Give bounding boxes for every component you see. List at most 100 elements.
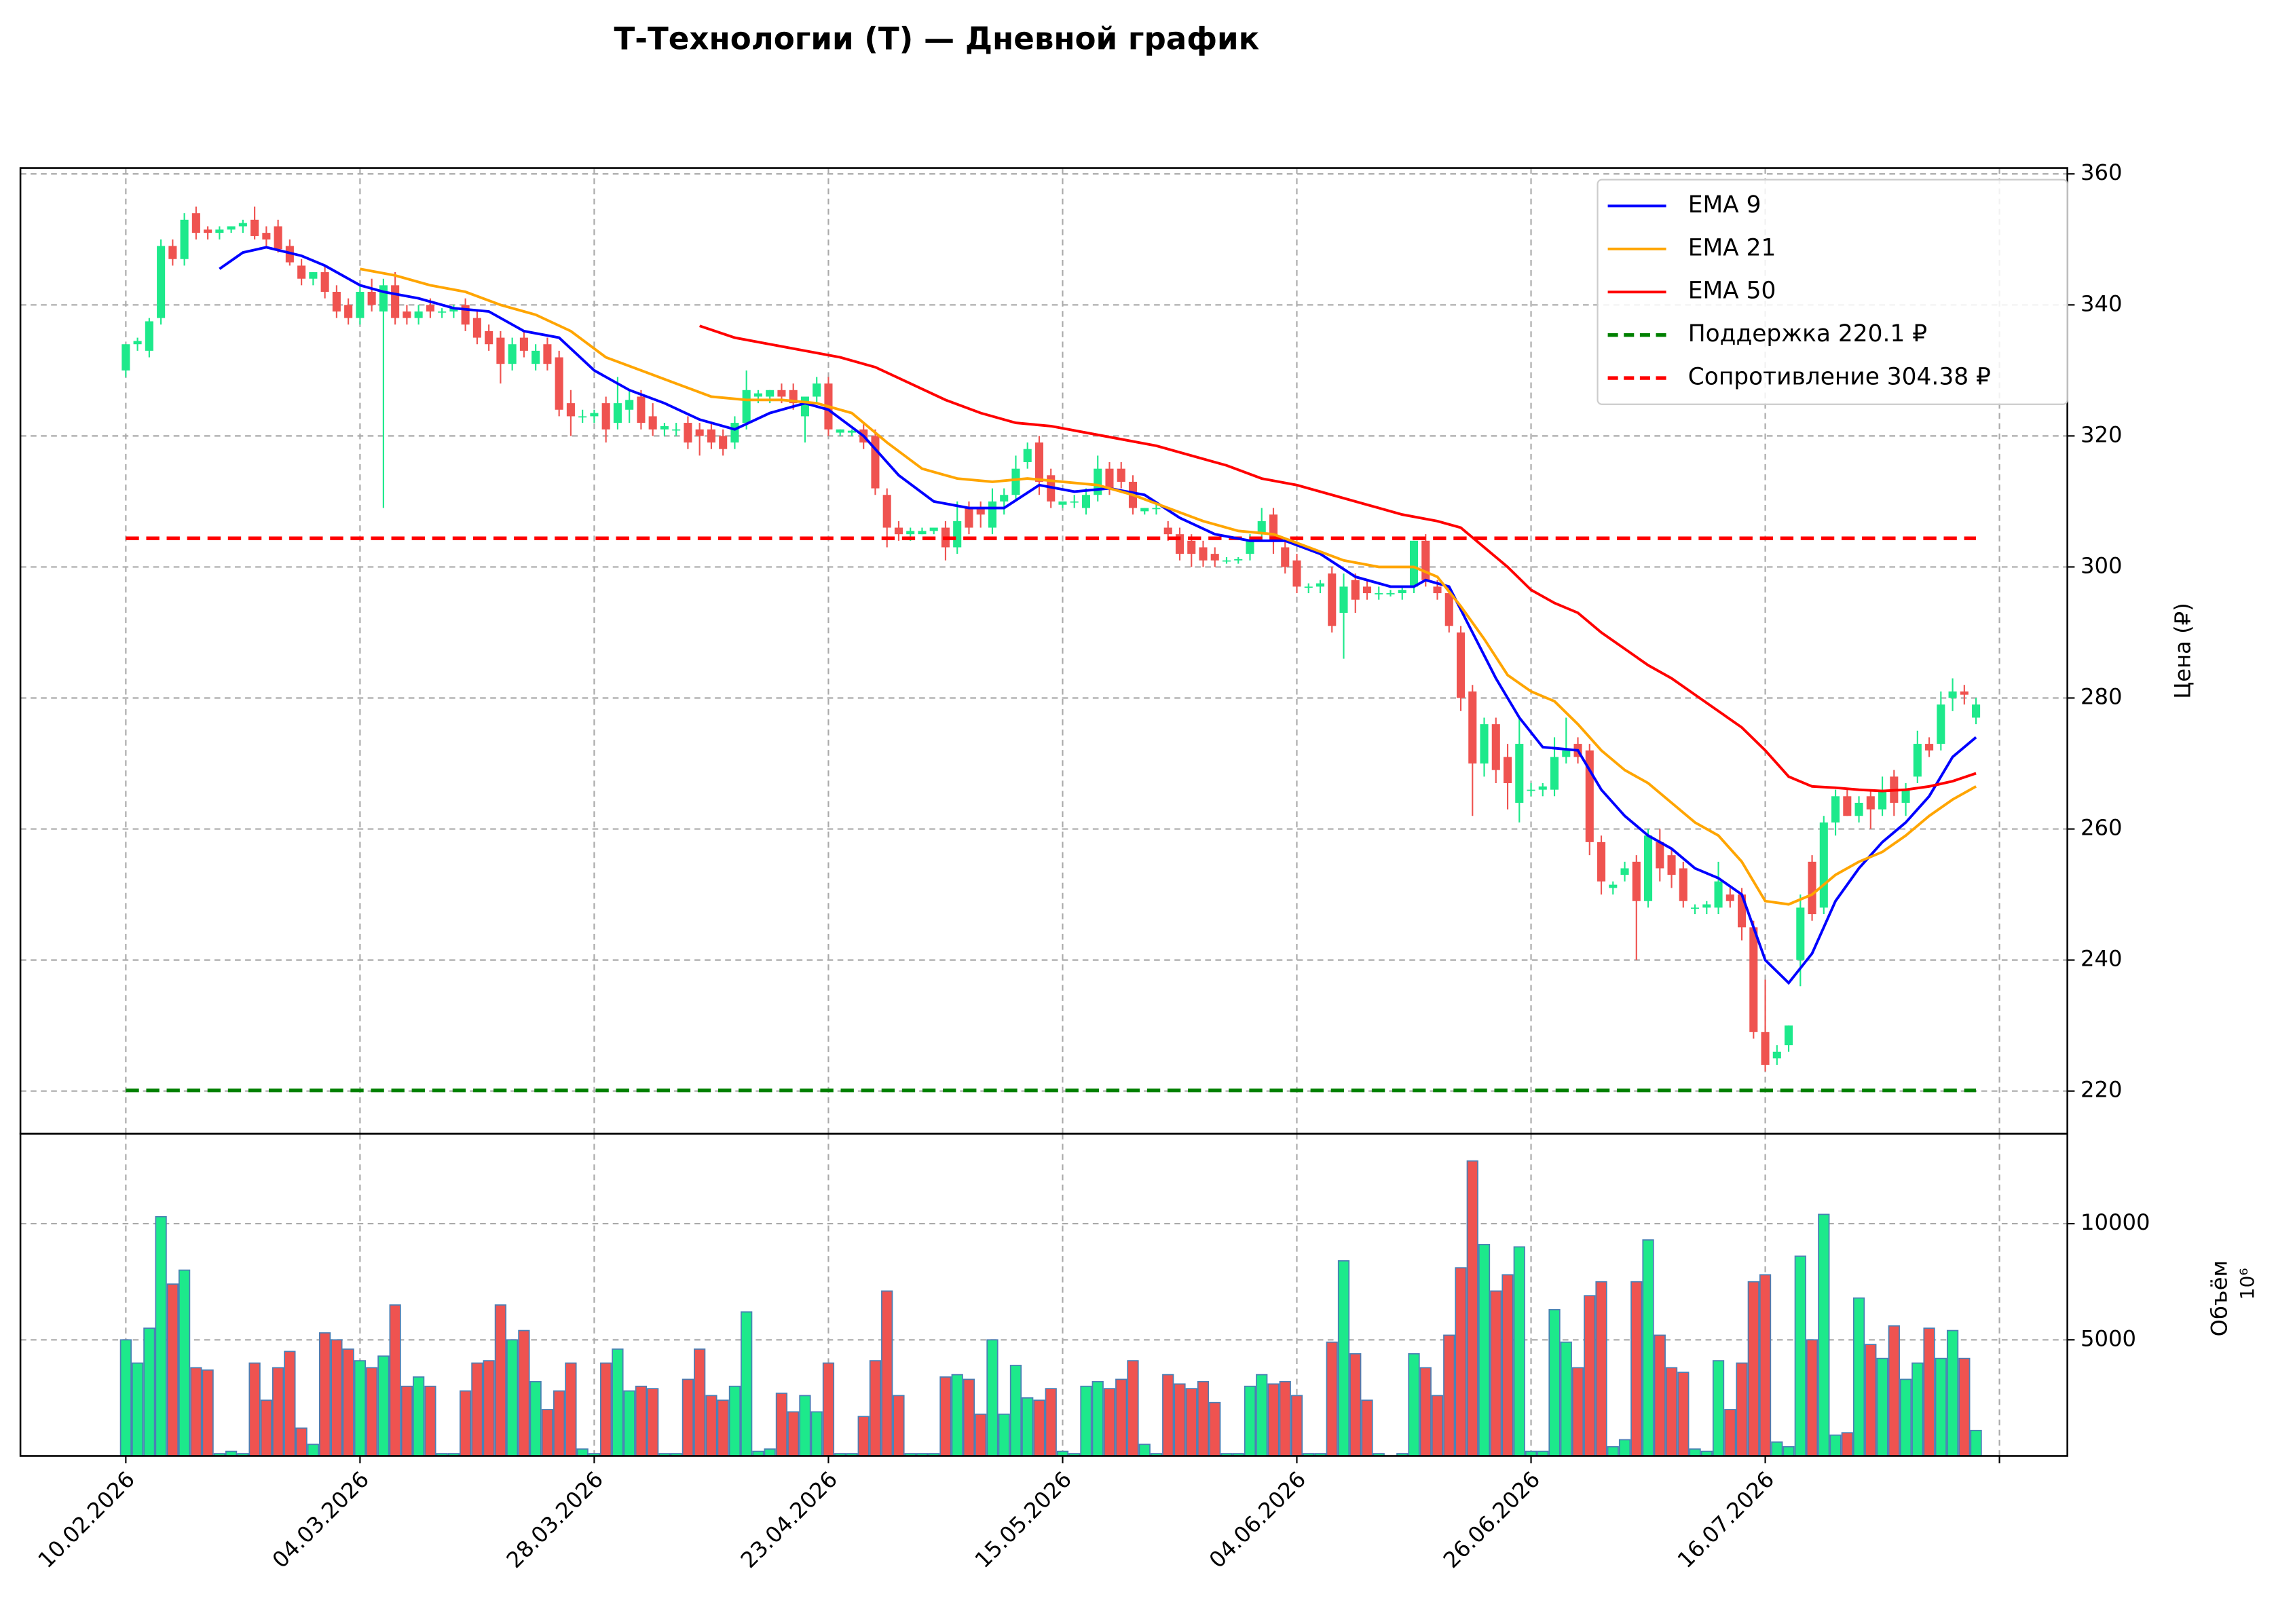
- volume-bar: [986, 1339, 999, 1457]
- candle-body: [894, 527, 903, 535]
- candle-body: [543, 344, 552, 364]
- volume-bar: [1009, 1365, 1022, 1457]
- volume-bar: [1337, 1260, 1350, 1457]
- volume-bar: [529, 1381, 542, 1457]
- volume-bar: [728, 1385, 741, 1457]
- candle-body: [1456, 632, 1466, 698]
- volume-bar: [1865, 1344, 1877, 1457]
- candle-body: [426, 305, 434, 311]
- candle-body: [1351, 580, 1360, 600]
- volume-bar: [1326, 1341, 1338, 1457]
- candle-body: [836, 429, 844, 433]
- candle-body: [1210, 554, 1219, 561]
- volume-bar: [1841, 1432, 1853, 1457]
- volume-offset: 10⁶: [2236, 1268, 2258, 1300]
- volume-bar: [1209, 1401, 1221, 1457]
- candle-body: [1304, 586, 1313, 588]
- candle-body: [262, 233, 271, 240]
- candle-body: [1925, 744, 1934, 751]
- volume-bar: [1724, 1409, 1736, 1457]
- volume-bar: [1022, 1397, 1034, 1457]
- candle-body: [1937, 704, 1945, 744]
- candle-body: [1339, 586, 1348, 613]
- candle-body: [531, 350, 540, 364]
- candle-body: [274, 226, 282, 250]
- volume-bar: [202, 1369, 214, 1457]
- volume-bar: [1806, 1339, 1818, 1457]
- candle-body: [1433, 586, 1442, 594]
- candle-body: [1503, 757, 1512, 783]
- volume-bar: [1408, 1353, 1420, 1457]
- candle-body: [204, 229, 212, 233]
- volume-bar: [1080, 1385, 1092, 1457]
- candle-body: [953, 521, 962, 548]
- volume-bar: [471, 1362, 483, 1457]
- candle-body: [1515, 744, 1524, 803]
- candle-body: [1679, 868, 1687, 901]
- x-tick-label: 16.07.2026: [1673, 1467, 1779, 1573]
- candle-body: [601, 403, 610, 430]
- volume-bar: [413, 1376, 425, 1457]
- volume-bar: [307, 1443, 319, 1457]
- candle-body: [1960, 691, 1969, 695]
- volume-bar: [119, 1339, 132, 1457]
- volume-bar: [1162, 1374, 1174, 1457]
- volume-bar: [1455, 1267, 1467, 1457]
- candle-body: [1609, 884, 1618, 888]
- candle-body: [742, 390, 751, 423]
- candle-body: [730, 423, 739, 443]
- volume-bar: [1876, 1357, 1888, 1457]
- candle-body: [449, 308, 458, 311]
- volume-bar: [1127, 1360, 1139, 1457]
- candle-body: [472, 318, 481, 338]
- candle-body: [613, 403, 622, 423]
- candle-body: [871, 436, 880, 489]
- legend: EMA 9 EMA 21 EMA 50 Поддержка 220.1 ₽ Сопрот…: [1597, 178, 2068, 405]
- volume-bar: [963, 1378, 975, 1457]
- y-tick-label: 220: [2081, 1077, 2123, 1103]
- candle-body: [1070, 501, 1079, 503]
- volume-bar: [377, 1355, 390, 1457]
- volume-bar: [1443, 1334, 1455, 1457]
- volume-bar: [284, 1351, 296, 1457]
- candle-body: [566, 403, 575, 417]
- candle-body: [496, 337, 505, 364]
- volume-bar: [1571, 1367, 1584, 1457]
- candle-body: [320, 272, 329, 292]
- volume-bar: [506, 1339, 519, 1457]
- candle-body: [847, 430, 856, 433]
- candle-body: [1597, 842, 1606, 882]
- volume-bar: [1899, 1378, 1912, 1457]
- volume-bar: [869, 1360, 882, 1457]
- candle-body: [133, 341, 142, 345]
- candle-body: [1257, 521, 1266, 535]
- y-tick-label: 280: [2081, 683, 2123, 709]
- volume-bar: [1138, 1443, 1151, 1457]
- candle-body: [122, 344, 130, 371]
- candle-body: [719, 436, 728, 449]
- candle-body: [1772, 1051, 1781, 1059]
- volume-bar: [248, 1362, 261, 1457]
- volume-bar: [635, 1385, 648, 1457]
- candle-body: [1000, 495, 1009, 502]
- legend-label: EMA 21: [1688, 234, 1776, 261]
- candle-body: [508, 344, 517, 364]
- candle-body: [157, 246, 166, 318]
- volume-bar: [1911, 1362, 1924, 1457]
- candle-body: [356, 292, 365, 318]
- volume-bar: [1419, 1367, 1432, 1457]
- candle-body: [1550, 757, 1559, 790]
- volume-bar: [951, 1374, 963, 1457]
- ema-line: [219, 246, 1977, 985]
- candle-body: [1831, 796, 1840, 823]
- volume-bar: [1092, 1381, 1104, 1457]
- volume-bar: [1244, 1385, 1256, 1457]
- volume-bar: [1747, 1281, 1759, 1457]
- candle-body: [976, 508, 985, 515]
- volume-bar: [1712, 1360, 1725, 1457]
- volume-bar: [998, 1413, 1010, 1457]
- candle-body: [1866, 796, 1875, 810]
- candle-body: [988, 501, 996, 528]
- candle-body: [1785, 1025, 1793, 1046]
